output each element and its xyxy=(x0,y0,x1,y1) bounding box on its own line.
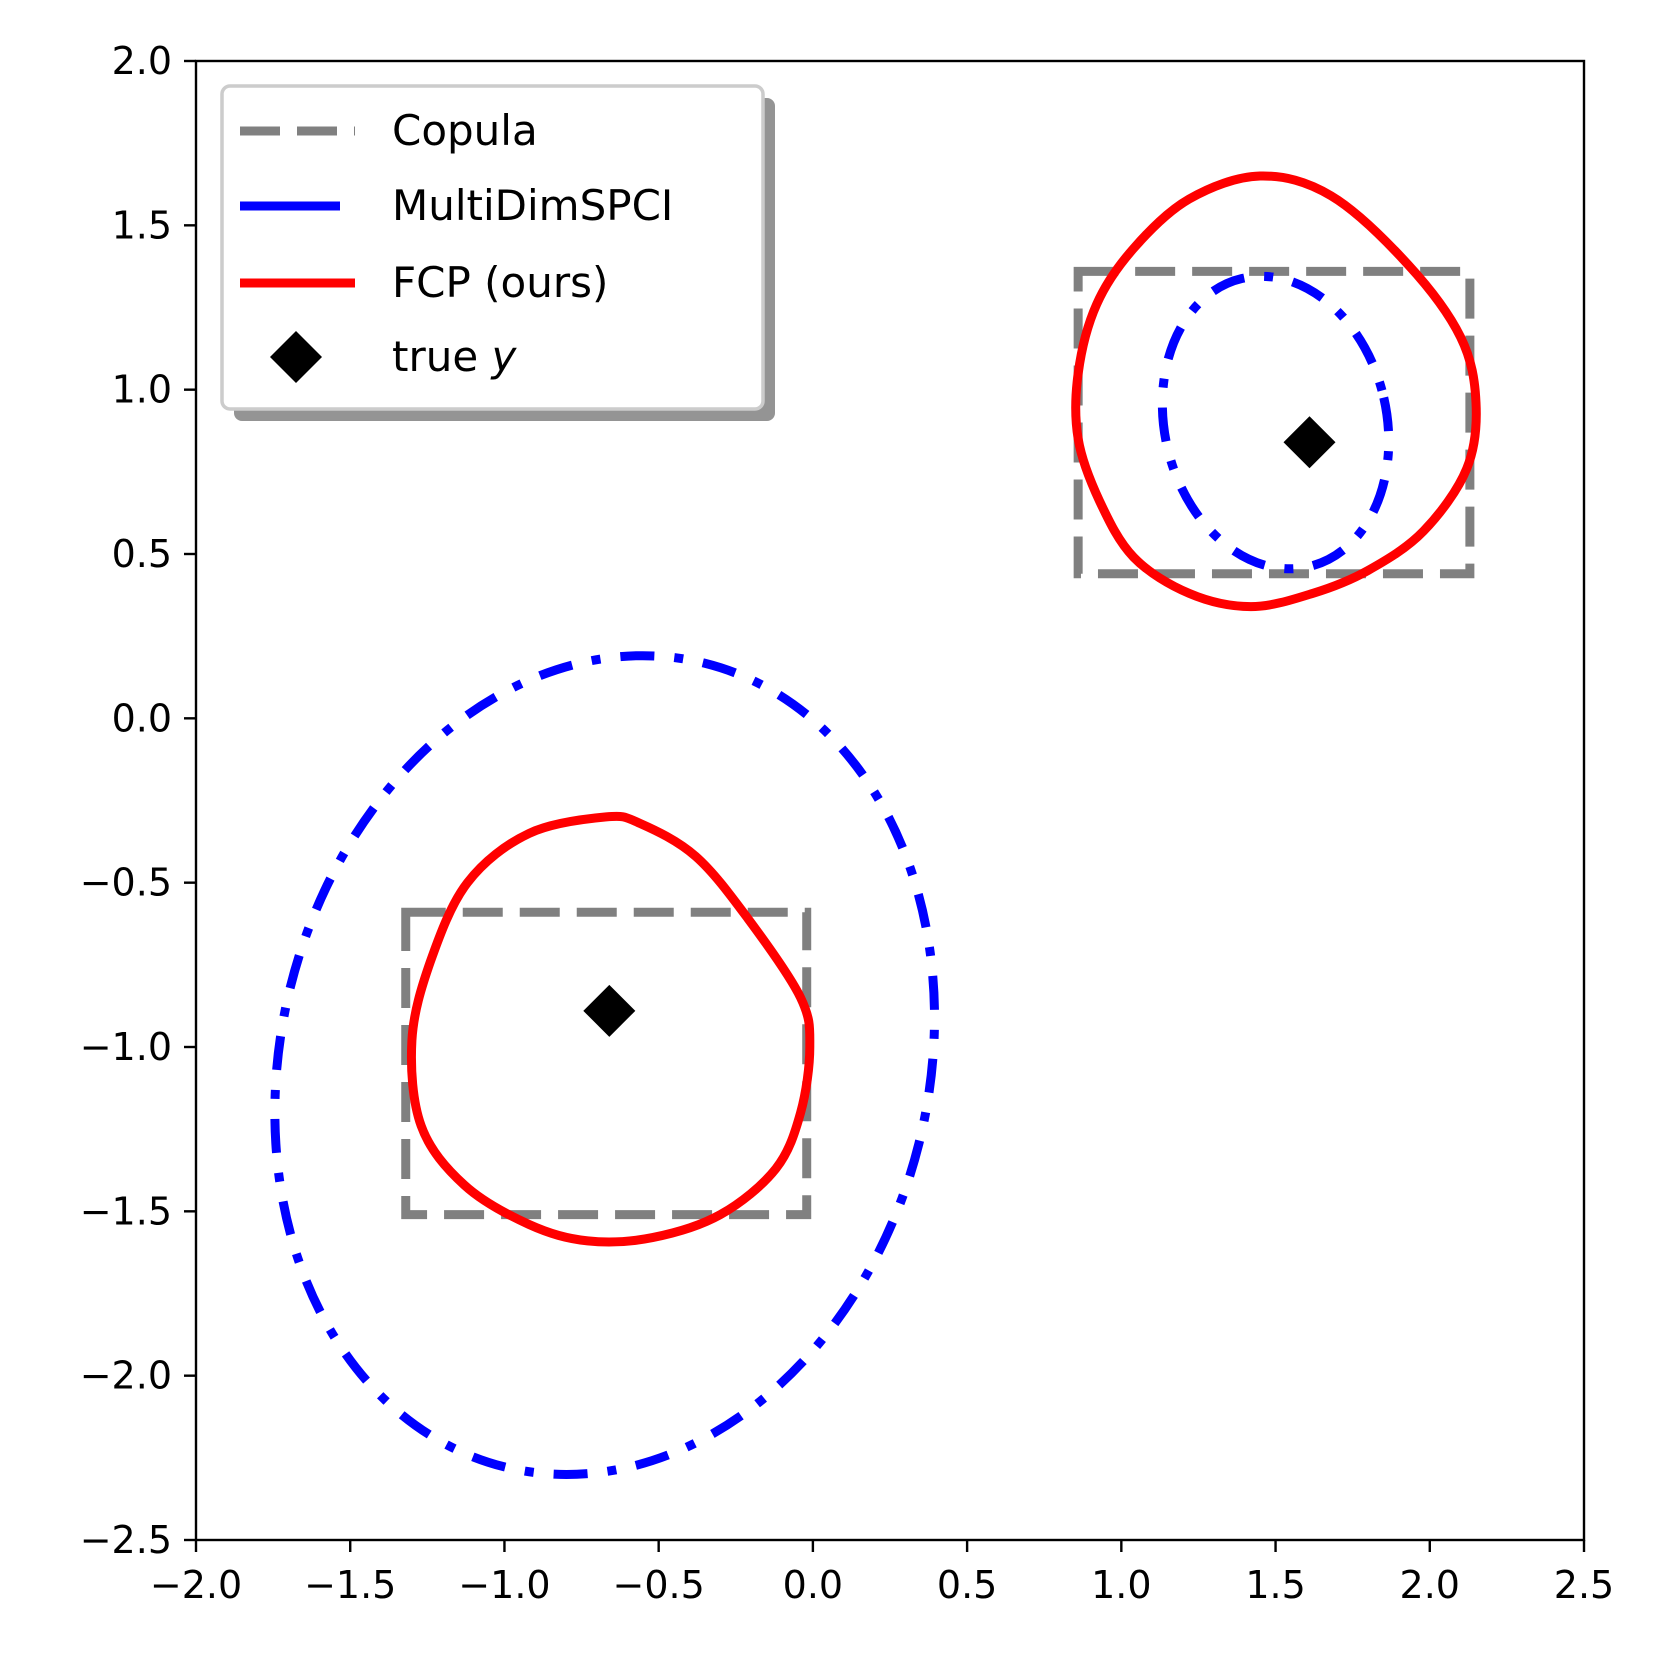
legend-box xyxy=(220,84,765,411)
x-tick-label: 1.0 xyxy=(1091,1563,1151,1607)
x-tick-label: −1.5 xyxy=(304,1563,396,1607)
legend-item-multidimspci: MultiDimSPCI xyxy=(240,181,673,230)
legend-label: Copula xyxy=(392,106,538,155)
y-tick-label: 1.0 xyxy=(112,368,172,412)
true-y-marker-1 xyxy=(583,984,636,1037)
copula-region-1 xyxy=(401,907,812,1220)
multidimspci-region-2 xyxy=(1157,271,1394,574)
legend-item-copula: Copula xyxy=(240,106,538,155)
x-tick-label: 0.0 xyxy=(783,1563,843,1607)
legend-label: true y xyxy=(392,332,518,381)
legend-label: MultiDimSPCI xyxy=(392,181,673,230)
axes-frame xyxy=(194,59,1586,1542)
multidimspci-region-1 xyxy=(270,651,940,1479)
fcp-ours-region-2 xyxy=(1071,171,1481,612)
x-axis: −2.0 −1.5 −1.0 −0.5 0.0 0.5 1.0 1.5 2.0 2.5 xyxy=(150,1540,1614,1607)
y-tick-label: 2.0 xyxy=(112,39,172,83)
x-tick-label: −0.5 xyxy=(613,1563,705,1607)
x-tick-label: −1.0 xyxy=(458,1563,550,1607)
y-tick-label: 0.5 xyxy=(112,532,172,576)
legend: Copula MultiDimSPCI FCP (ours) true y xyxy=(220,84,775,421)
y-tick-label: 1.5 xyxy=(112,203,172,247)
legend-swatch xyxy=(270,331,322,383)
x-tick-label: 2.5 xyxy=(1554,1563,1614,1607)
y-axis: −2.5 −2.0 −1.5 −1.0 −0.5 0.0 0.5 1.0 1.5 2.0 xyxy=(80,39,196,1562)
x-tick-label: 2.0 xyxy=(1400,1563,1460,1607)
x-tick-label: 0.5 xyxy=(937,1563,997,1607)
legend-label: FCP (ours) xyxy=(392,258,608,307)
legend-item-true-y: true y xyxy=(270,331,518,383)
y-tick-label: −1.0 xyxy=(80,1025,172,1069)
y-tick-label: −0.5 xyxy=(80,861,172,905)
legend-item-fcp-ours: FCP (ours) xyxy=(240,258,608,307)
y-tick-label: −2.0 xyxy=(80,1354,172,1398)
fcp-ours-region-1 xyxy=(406,811,815,1247)
y-tick-label: 0.0 xyxy=(112,696,172,740)
y-tick-label: −2.5 xyxy=(80,1518,172,1562)
y-tick-label: −1.5 xyxy=(80,1189,172,1233)
x-tick-label: −2.0 xyxy=(150,1563,242,1607)
x-tick-label: 1.5 xyxy=(1245,1563,1305,1607)
true-y-marker-2 xyxy=(1283,416,1336,469)
copula-region-2 xyxy=(1073,266,1475,579)
plot-area xyxy=(270,171,1481,1479)
